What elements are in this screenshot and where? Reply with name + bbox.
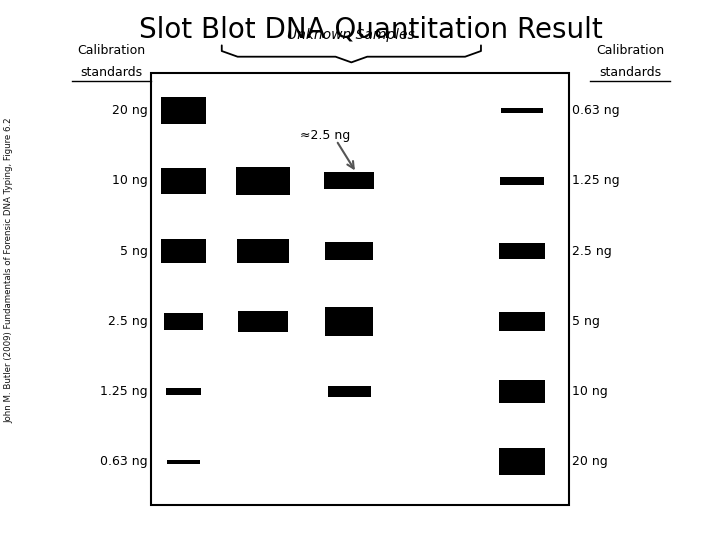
Text: 20 ng: 20 ng — [572, 455, 608, 468]
Text: 1.25 ng: 1.25 ng — [100, 385, 148, 398]
Bar — [161, 239, 207, 263]
Bar — [500, 177, 544, 185]
Bar — [324, 172, 374, 190]
Bar — [238, 311, 288, 332]
Text: John M. Butler (2009) Fundamentals of Forensic DNA Typing, Figure 6.2: John M. Butler (2009) Fundamentals of Fo… — [5, 117, 14, 423]
Bar — [167, 460, 200, 464]
Text: 5 ng: 5 ng — [572, 315, 600, 328]
Bar — [236, 167, 289, 195]
Text: 2.5 ng: 2.5 ng — [572, 245, 612, 258]
Text: 5 ng: 5 ng — [120, 245, 148, 258]
Text: Calibration: Calibration — [596, 44, 664, 57]
Text: 10 ng: 10 ng — [112, 174, 148, 187]
Bar — [237, 239, 289, 263]
Text: standards: standards — [599, 66, 661, 79]
Bar — [325, 307, 373, 335]
Bar — [328, 386, 371, 397]
Text: 0.63 ng: 0.63 ng — [572, 104, 620, 117]
Text: Slot Blot DNA Quantitation Result: Slot Blot DNA Quantitation Result — [139, 16, 603, 44]
Text: Unknown Samples: Unknown Samples — [287, 28, 415, 42]
Text: 1.25 ng: 1.25 ng — [572, 174, 620, 187]
Bar — [500, 312, 544, 330]
Text: Calibration: Calibration — [78, 44, 145, 57]
Text: standards: standards — [81, 66, 143, 79]
Bar — [500, 448, 544, 475]
Bar — [164, 313, 203, 330]
Bar — [501, 109, 543, 113]
Bar — [500, 380, 544, 403]
Bar — [161, 97, 207, 124]
Bar — [325, 242, 373, 260]
Text: 20 ng: 20 ng — [112, 104, 148, 117]
Text: ≈2.5 ng: ≈2.5 ng — [300, 129, 351, 141]
Bar — [151, 73, 569, 505]
Bar — [161, 168, 207, 194]
Bar — [166, 388, 201, 395]
Bar — [500, 244, 544, 259]
Text: 10 ng: 10 ng — [572, 385, 608, 398]
Text: 0.63 ng: 0.63 ng — [100, 455, 148, 468]
Text: 2.5 ng: 2.5 ng — [108, 315, 148, 328]
